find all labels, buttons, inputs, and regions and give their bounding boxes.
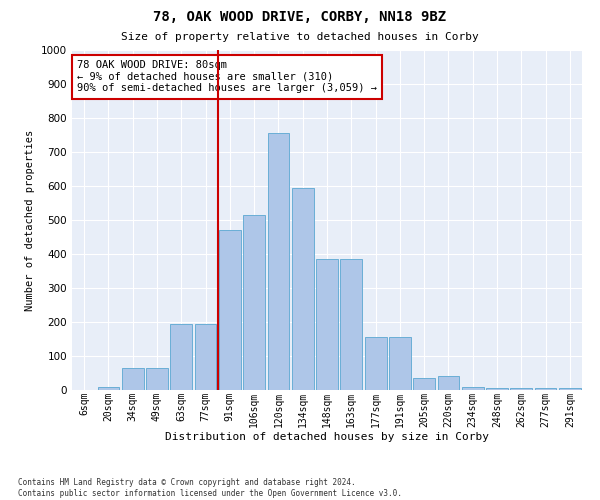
Text: Contains HM Land Registry data © Crown copyright and database right 2024.
Contai: Contains HM Land Registry data © Crown c… xyxy=(18,478,402,498)
X-axis label: Distribution of detached houses by size in Corby: Distribution of detached houses by size … xyxy=(165,432,489,442)
Bar xyxy=(243,215,265,390)
Bar xyxy=(219,230,241,390)
Bar xyxy=(292,188,314,390)
Y-axis label: Number of detached properties: Number of detached properties xyxy=(25,130,35,310)
Bar xyxy=(268,134,289,390)
Bar xyxy=(486,388,508,390)
Bar xyxy=(559,388,581,390)
Bar xyxy=(146,368,168,390)
Bar xyxy=(340,259,362,390)
Bar xyxy=(122,368,143,390)
Text: Size of property relative to detached houses in Corby: Size of property relative to detached ho… xyxy=(121,32,479,42)
Bar xyxy=(389,338,411,390)
Bar xyxy=(462,386,484,390)
Text: 78 OAK WOOD DRIVE: 80sqm
← 9% of detached houses are smaller (310)
90% of semi-d: 78 OAK WOOD DRIVE: 80sqm ← 9% of detache… xyxy=(77,60,377,94)
Bar xyxy=(97,386,119,390)
Bar xyxy=(511,388,532,390)
Bar xyxy=(535,388,556,390)
Text: 78, OAK WOOD DRIVE, CORBY, NN18 9BZ: 78, OAK WOOD DRIVE, CORBY, NN18 9BZ xyxy=(154,10,446,24)
Bar xyxy=(170,324,192,390)
Bar xyxy=(437,376,460,390)
Bar xyxy=(194,324,217,390)
Bar xyxy=(413,378,435,390)
Bar xyxy=(316,259,338,390)
Bar xyxy=(365,338,386,390)
